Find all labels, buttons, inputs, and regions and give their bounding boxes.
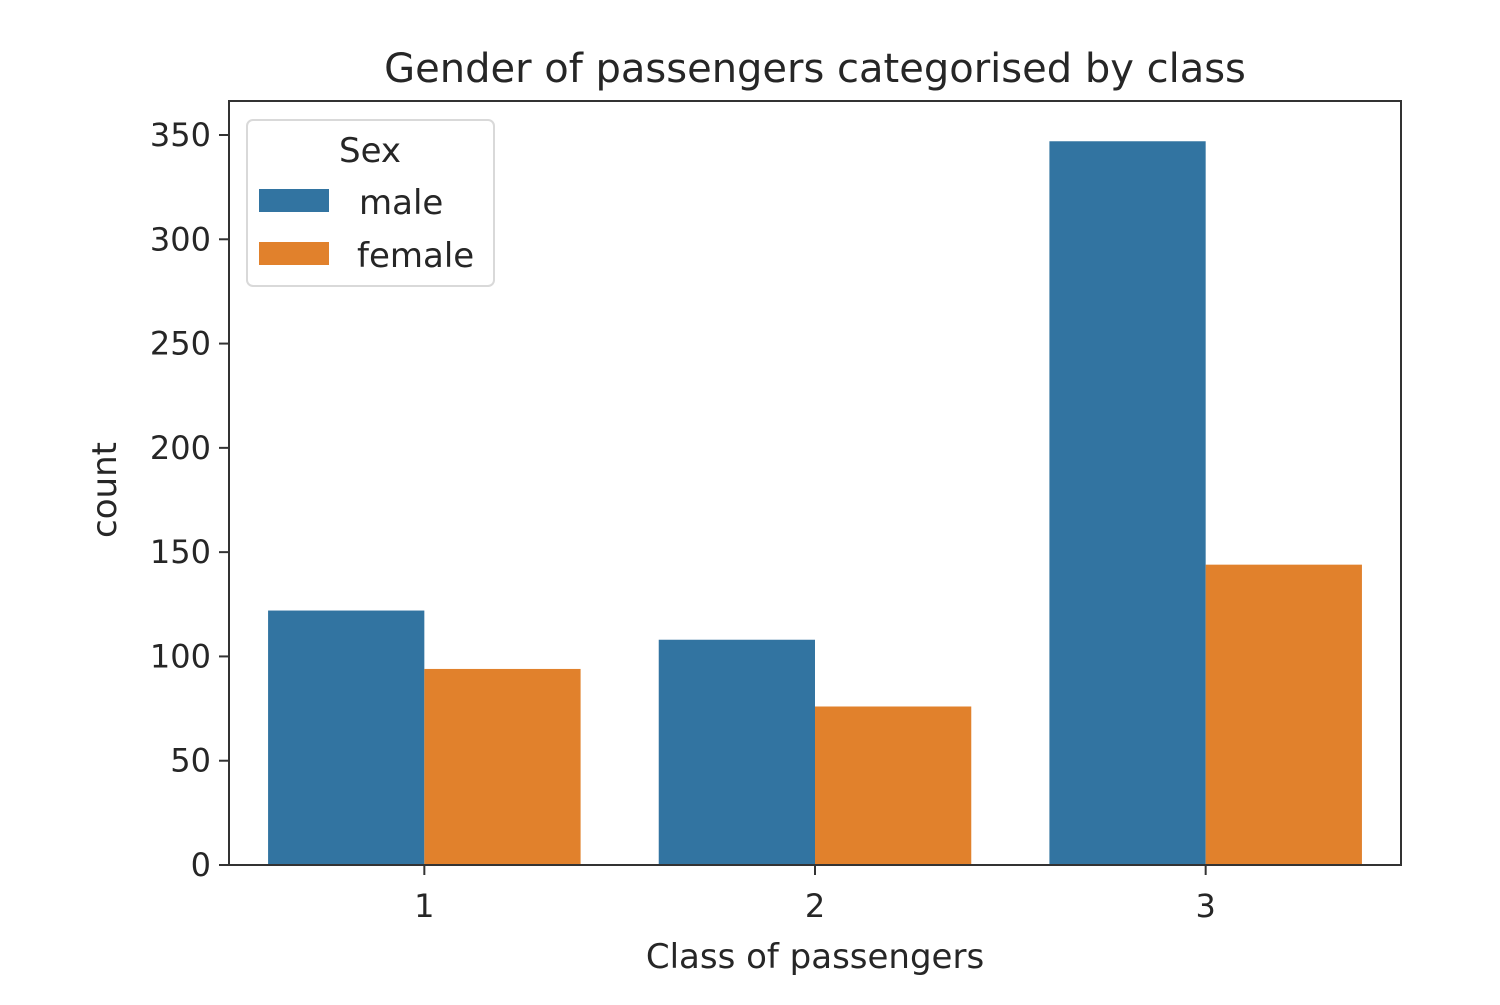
legend-swatch-male	[259, 189, 329, 212]
x-axis: 1 2 3	[414, 865, 1216, 925]
bar-male-class-1	[268, 610, 425, 865]
bar-female-class-2	[815, 706, 972, 865]
chart-title: Gender of passengers categorised by clas…	[384, 46, 1246, 92]
legend: Sex male female	[246, 119, 495, 287]
y-axis: 0 50 100 150 200 250 300 350	[150, 116, 229, 884]
legend-swatch-female	[259, 242, 329, 265]
bar-female-class-3	[1205, 564, 1362, 865]
y-axis-label: count	[85, 442, 125, 538]
y-tick-label-100: 100	[150, 637, 211, 675]
bar-female-class-1	[424, 668, 581, 865]
x-axis-label: Class of passengers	[646, 937, 984, 977]
legend-label-male: male	[359, 183, 443, 223]
legend-title: Sex	[339, 131, 401, 171]
y-tick-label-350: 350	[150, 116, 211, 154]
y-tick-label-50: 50	[170, 742, 211, 780]
legend-label-female: female	[357, 236, 474, 276]
x-tick-label-3: 3	[1195, 887, 1215, 925]
y-tick-label-300: 300	[150, 220, 211, 258]
bar-male-class-2	[658, 639, 815, 865]
y-tick-label-0: 0	[191, 846, 211, 884]
y-tick-label-250: 250	[150, 325, 211, 363]
y-tick-label-150: 150	[150, 533, 211, 571]
y-tick-label-200: 200	[150, 429, 211, 467]
bars-layer	[268, 141, 1362, 865]
x-tick-label-2: 2	[805, 887, 825, 925]
x-tick-label-1: 1	[414, 887, 434, 925]
bar-male-class-3	[1049, 141, 1206, 865]
